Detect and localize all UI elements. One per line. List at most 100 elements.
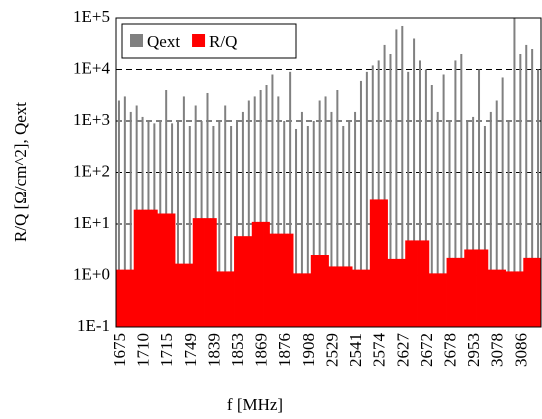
rq-bar: [127, 269, 135, 327]
x-tick-label: 2627: [393, 333, 412, 368]
rq-bar: [446, 257, 453, 327]
qext-bar: [365, 71, 368, 328]
qext-bar: [537, 69, 540, 327]
qext-bar: [413, 38, 416, 328]
qext-bar: [306, 125, 309, 327]
qext-bar: [312, 121, 315, 327]
qext-bar: [478, 69, 481, 327]
qext-bar: [383, 44, 386, 328]
rq-bar: [257, 221, 264, 327]
legend: Qext R/Q: [121, 23, 297, 59]
rq-bar: [293, 273, 300, 327]
rq-bar: [334, 266, 341, 327]
rq-bar: [387, 258, 394, 327]
rq-bar: [434, 273, 442, 327]
qext-bar: [259, 89, 262, 327]
qext-bar: [430, 85, 433, 327]
qext-bar: [236, 121, 239, 327]
rq-bar: [210, 218, 217, 327]
rq-bar: [452, 257, 459, 327]
qext-bar: [253, 96, 256, 327]
qext-bar: [330, 111, 333, 327]
rq-bar: [481, 249, 489, 327]
rq-bar: [234, 236, 241, 327]
rq-bar: [216, 271, 223, 327]
x-tick-label: 2953: [464, 333, 483, 367]
x-tick-label: 2672: [417, 333, 436, 367]
qext-bar: [117, 100, 120, 327]
y-tick-label: 1E+4: [73, 58, 110, 77]
qext-bar: [418, 60, 421, 327]
x-tick-label: 1869: [252, 333, 271, 367]
qext-bar: [401, 25, 404, 328]
rq-bar: [192, 218, 200, 327]
rq-bar: [505, 271, 512, 327]
y-axis-title: R/Q [Ω/cm^2], Qext: [11, 102, 30, 242]
rq-bar: [322, 255, 329, 327]
x-tick-label: 2678: [441, 333, 460, 367]
qext-bar: [495, 100, 498, 327]
rq-bar: [157, 213, 164, 327]
rq-bar: [375, 199, 383, 327]
rq-bar: [287, 233, 294, 327]
qext-bar: [395, 29, 398, 328]
rq-bar: [352, 269, 359, 327]
rq-bar: [470, 249, 477, 327]
qext-bar: [359, 80, 362, 328]
rq-bar: [529, 257, 536, 327]
rq-bar: [499, 269, 506, 327]
plot-frame: [115, 17, 542, 328]
qext-bar: [348, 121, 351, 327]
qext-bar: [336, 89, 339, 327]
rq-bar: [263, 221, 270, 327]
rq-bar: [116, 269, 123, 327]
rq-bar: [222, 271, 229, 327]
rq-bar: [163, 213, 170, 327]
rq-bar: [298, 273, 306, 327]
qext-bar: [241, 111, 244, 327]
rq-bar: [493, 269, 501, 327]
x-tick-label: 1853: [228, 333, 247, 367]
rq-bar: [417, 240, 424, 327]
qext-bar: [460, 53, 463, 328]
legend-label: Qext: [147, 32, 180, 51]
rq-bar: [358, 269, 365, 327]
qext-bar: [182, 96, 185, 327]
qext-bar: [265, 85, 268, 327]
qext-bar: [271, 74, 274, 327]
rq-bar: [151, 209, 158, 327]
rq-bar: [175, 263, 182, 327]
qext-bar: [371, 65, 374, 327]
y-tick-label: 1E+2: [73, 161, 110, 180]
qext-bar: [230, 125, 233, 327]
rq-bar: [487, 269, 495, 327]
rq-bar: [422, 240, 430, 327]
x-tick-label: 1710: [134, 333, 153, 367]
rq-bar: [511, 271, 518, 327]
x-tick-label: 1908: [299, 333, 318, 367]
qext-bar: [324, 96, 327, 327]
qext-bar: [424, 69, 427, 327]
qext-bar: [283, 121, 286, 327]
rq-bar: [310, 255, 318, 327]
rq-bar: [381, 199, 388, 327]
y-tick-label: 1E+1: [73, 213, 110, 232]
qext-bar: [407, 71, 410, 328]
qext-bar: [377, 60, 380, 327]
rq-bar: [464, 249, 471, 327]
qext-bar: [247, 100, 250, 327]
rq-bar: [186, 263, 194, 327]
rq-bar: [304, 273, 312, 327]
rq-bar: [245, 236, 253, 327]
qext-bar: [194, 105, 197, 328]
x-tick-label: 1839: [204, 333, 223, 367]
rq-bar: [523, 257, 530, 327]
qext-bar: [442, 74, 445, 327]
qext-bar: [176, 121, 179, 327]
qext-bar: [165, 89, 168, 327]
legend-swatch: [192, 34, 206, 47]
x-tick-label: 2574: [370, 333, 389, 368]
qext-bar: [483, 125, 486, 327]
qext-bar: [342, 125, 345, 327]
